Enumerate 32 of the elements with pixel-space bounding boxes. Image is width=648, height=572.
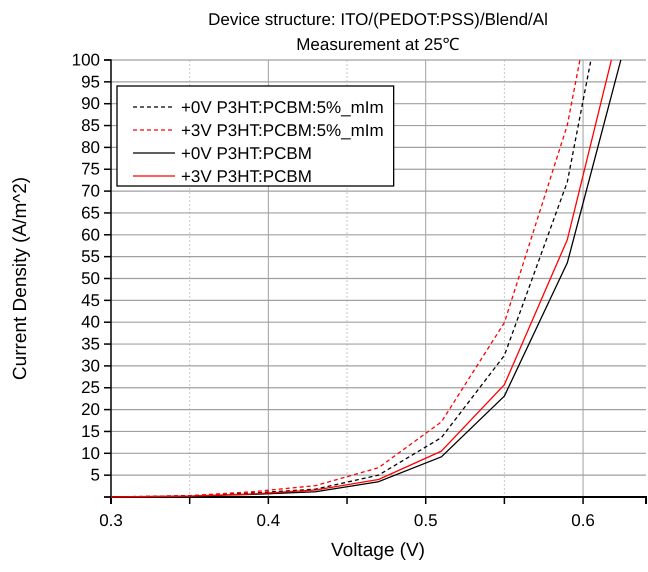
x-tick-label: 0.6 (571, 511, 595, 530)
y-tick-label: 30 (81, 356, 100, 376)
y-tick-label: 20 (81, 400, 100, 420)
y-tick-label: 55 (81, 247, 100, 266)
y-tick-label: 75 (81, 160, 100, 179)
legend-label: +3V P3HT:PCBM (181, 167, 312, 186)
chart-title: Device structure: ITO/(PEDOT:PSS)/Blend/Al (208, 10, 548, 29)
y-tick-label: 80 (81, 138, 100, 157)
y-tick-label: 65 (81, 203, 100, 222)
y-tick-label: 25 (81, 378, 100, 398)
y-tick-label: 50 (81, 268, 100, 288)
y-tick-label: 60 (81, 225, 100, 244)
y-tick-label: 100 (72, 50, 100, 70)
y-tick-label: 70 (81, 182, 100, 201)
x-tick-label: 0.5 (414, 511, 438, 530)
y-tick-label: 95 (81, 72, 100, 92)
y-tick-label: 15 (81, 422, 100, 441)
y-tick-label: 85 (81, 116, 100, 135)
legend-label: +0V P3HT:PCBM:5%_mIm (181, 98, 384, 117)
y-tick-label: 45 (81, 290, 100, 310)
x-tick-label: 0.4 (256, 511, 280, 530)
y-tick-label: 90 (81, 94, 100, 114)
legend-label: +0V P3HT:PCBM (181, 144, 312, 163)
y-tick-label: 10 (81, 444, 100, 463)
y-axis-title: Current Density (A/m^2) (10, 176, 31, 380)
y-tick-label: 5 (90, 466, 100, 485)
x-tick-label: 0.3 (99, 511, 123, 530)
legend-label: +3V P3HT:PCBM:5%_mIm (181, 121, 384, 140)
x-axis-title: Voltage (V) (331, 540, 425, 561)
y-tick-label: 40 (81, 312, 100, 332)
chart-subtitle: Measurement at 25℃ (296, 35, 460, 54)
y-tick-label: 35 (81, 334, 100, 354)
